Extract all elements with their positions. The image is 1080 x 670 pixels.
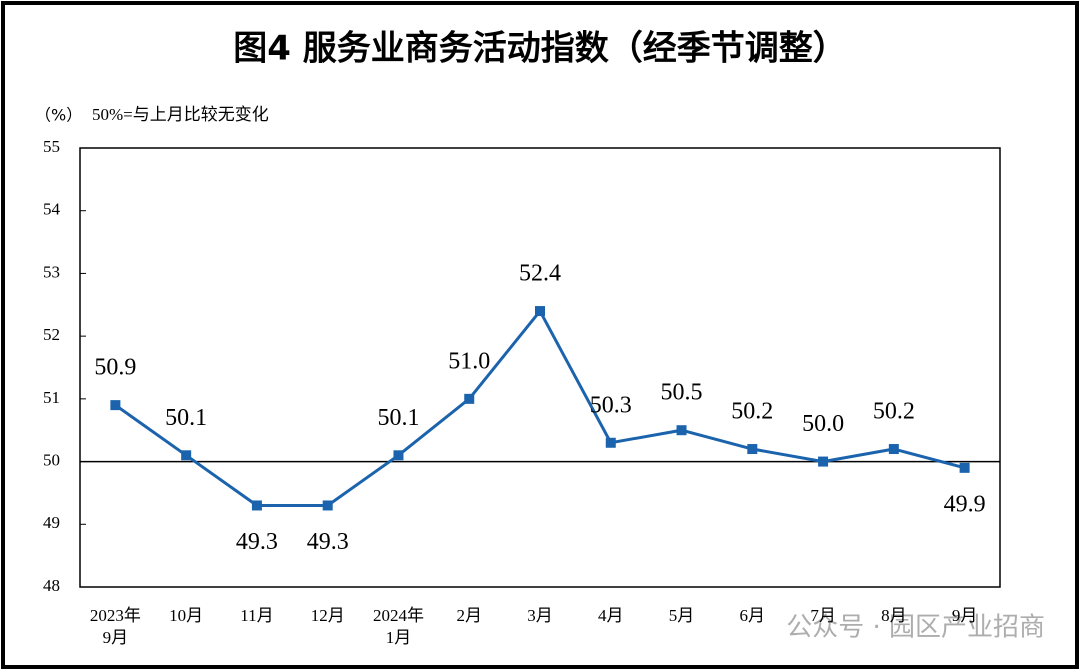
data-line [114, 308, 966, 507]
data-label: 49.3 [307, 529, 349, 555]
data-label: 52.4 [519, 261, 561, 287]
watermark: 公众号 · 园区产业招商 [786, 613, 1045, 643]
data-label: 50.1 [377, 405, 419, 431]
y-tick-label: 52 [43, 325, 60, 344]
data-label: 50.1 [165, 405, 207, 431]
data-point [535, 306, 545, 317]
x-tick-label: 11月 [240, 606, 274, 625]
data-point [322, 500, 333, 511]
data-point [110, 400, 121, 411]
x-tick-label: 2023年 9月 [89, 606, 141, 647]
x-tick-label: 7月 [810, 606, 836, 625]
y-tick-label: 49 [43, 513, 60, 532]
y-tick-label: 53 [43, 262, 60, 281]
x-tick-label: 3月 [527, 606, 553, 625]
data-label: 49.3 [236, 529, 278, 555]
data-point [393, 450, 404, 461]
x-tick-label: 5月 [668, 606, 695, 625]
data-label: 50.9 [94, 355, 136, 381]
data-point [959, 462, 970, 473]
data-point [181, 450, 192, 461]
plot-area [79, 147, 1001, 588]
x-tick-label: 8月 [881, 606, 907, 625]
data-point [747, 444, 758, 455]
x-tick-label: 6月 [739, 606, 766, 625]
data-point [818, 456, 829, 467]
data-point [676, 425, 687, 436]
data-label: 50.0 [802, 411, 844, 437]
x-tick-label: 10月 [169, 606, 204, 625]
y-tick-label: 54 [43, 200, 61, 219]
data-point [464, 393, 475, 404]
data-label: 49.9 [944, 491, 986, 517]
x-tick-label: 4月 [598, 606, 624, 625]
y-tick-label: 50 [43, 450, 60, 469]
annotation: 50%=与上月比较无变化 [92, 105, 269, 124]
data-label: 50.2 [731, 399, 773, 425]
data-label: 50.2 [873, 399, 915, 425]
y-tick-label: 51 [43, 388, 60, 407]
y-tick-label: 48 [43, 576, 60, 595]
y-tick-label: 55 [43, 137, 60, 156]
chart-title: 图4 服务业商务活动指数（经季节调整） [233, 29, 847, 69]
data-label: 50.3 [590, 392, 632, 418]
data-label: 50.5 [661, 380, 703, 406]
data-point [888, 444, 899, 455]
y-axis-label: （%） [35, 106, 82, 125]
data-point [605, 437, 616, 448]
x-tick-label: 2月 [456, 606, 482, 625]
data-point [251, 500, 262, 511]
x-tick-label: 12月 [310, 606, 345, 625]
x-tick-label: 2024年 1月 [372, 606, 424, 647]
data-label: 51.0 [448, 348, 490, 374]
x-tick-label: 9月 [951, 606, 978, 625]
